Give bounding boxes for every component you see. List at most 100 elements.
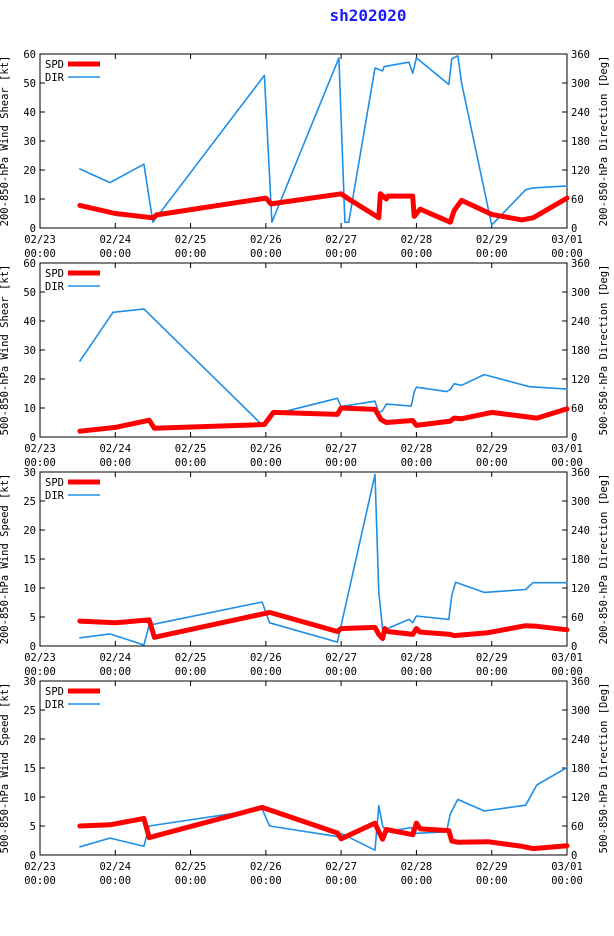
y-tick-label: 10 <box>23 792 36 804</box>
y2-tick-label: 60 <box>571 821 584 833</box>
y-tick-label: 30 <box>23 136 36 148</box>
y2-tick-label: 0 <box>571 850 577 862</box>
x-tick-date-label: 02/26 <box>250 861 282 873</box>
x-tick-date-label: 02/26 <box>250 652 282 664</box>
chart-panel-3: 05101520253006012018024030036002/2300:00… <box>0 467 610 678</box>
legend-label-dir: DIR <box>45 490 65 502</box>
x-tick-date-label: 02/25 <box>175 234 207 246</box>
y2-tick-label: 180 <box>571 554 590 566</box>
y-tick-label: 60 <box>23 258 36 270</box>
x-tick-date-label: 02/27 <box>325 234 357 246</box>
y2-tick-label: 180 <box>571 136 590 148</box>
y2-tick-label: 360 <box>571 676 590 688</box>
series-line-dir <box>79 55 568 226</box>
x-tick-date-label: 02/23 <box>24 234 56 246</box>
legend-label-spd: SPD <box>45 686 64 698</box>
x-tick-date-label: 02/25 <box>175 861 207 873</box>
y-tick-label: 20 <box>23 374 36 386</box>
x-tick-date-label: 02/24 <box>99 443 131 455</box>
x-tick-time-label: 00:00 <box>99 666 131 678</box>
y-tick-label: 10 <box>23 403 36 415</box>
y2-tick-label: 300 <box>571 705 590 717</box>
x-tick-date-label: 03/01 <box>551 443 583 455</box>
x-tick-date-label: 03/01 <box>551 652 583 664</box>
plot-frame <box>39 680 568 856</box>
y2-tick-label: 120 <box>571 792 590 804</box>
x-tick-time-label: 00:00 <box>175 248 207 260</box>
x-tick-date-label: 02/28 <box>401 234 433 246</box>
y-tick-label: 50 <box>23 287 36 299</box>
y-tick-label: 20 <box>23 165 36 177</box>
y2-tick-label: 120 <box>571 165 590 177</box>
x-tick-date-label: 02/28 <box>401 652 433 664</box>
series-line-dir <box>79 308 568 426</box>
legend-label-spd: SPD <box>45 268 64 280</box>
y2-tick-label: 360 <box>571 258 590 270</box>
x-tick-date-label: 03/01 <box>551 861 583 873</box>
x-tick-date-label: 02/24 <box>99 861 131 873</box>
x-tick-date-label: 03/01 <box>551 234 583 246</box>
x-tick-time-label: 00:00 <box>551 666 583 678</box>
y-tick-label: 5 <box>30 612 36 624</box>
y-axis-label: 200-850-hPa Wind Shear [kt] <box>0 56 11 227</box>
x-tick-date-label: 02/27 <box>325 861 357 873</box>
x-tick-time-label: 00:00 <box>401 248 433 260</box>
x-tick-time-label: 00:00 <box>401 875 433 887</box>
x-tick-date-label: 02/28 <box>401 443 433 455</box>
y-tick-label: 0 <box>30 641 36 653</box>
x-tick-time-label: 00:00 <box>401 666 433 678</box>
y-tick-label: 10 <box>23 194 36 206</box>
x-tick-date-label: 02/23 <box>24 652 56 664</box>
series-line-spd <box>77 609 570 641</box>
plot-frame <box>39 53 568 229</box>
y2-tick-label: 300 <box>571 287 590 299</box>
x-tick-time-label: 00:00 <box>250 875 282 887</box>
y2-tick-label: 360 <box>571 49 590 61</box>
y-tick-label: 30 <box>23 345 36 357</box>
x-tick-time-label: 00:00 <box>476 875 508 887</box>
y2-axis-label: 500-850-hPa Direction [Deg] <box>598 265 610 436</box>
y2-axis-label: 200-850-hPa Direction [Deg] <box>598 56 610 227</box>
y-tick-label: 30 <box>23 467 36 479</box>
x-tick-time-label: 00:00 <box>175 666 207 678</box>
y-tick-label: 10 <box>23 583 36 595</box>
chart-panel-2: 0 10 20 30 40 50 60 0 60 120 180 240 300 360 02/23 00:0… <box>0 258 610 469</box>
y2-tick-label: 0 <box>571 641 577 653</box>
y-axis-label: 500-850-hPa Wind Shear [kt] <box>0 265 11 436</box>
y-axis-label: 500-850-hPa Wind Speed [kt] <box>0 683 11 854</box>
y-tick-label: 40 <box>23 316 36 328</box>
y2-tick-label: 60 <box>571 612 584 624</box>
chart-panel-4: 05101520253006012018024030036002/2300:00… <box>0 676 610 887</box>
x-tick-time-label: 00:00 <box>24 457 56 469</box>
x-tick-date-label: 02/23 <box>24 861 56 873</box>
y-tick-label: 40 <box>23 107 36 119</box>
legend-label-dir: DIR <box>45 281 65 293</box>
y2-tick-label: 240 <box>571 316 590 328</box>
series-line-spd <box>77 405 570 434</box>
x-tick-time-label: 00:00 <box>476 457 508 469</box>
x-tick-date-label: 02/25 <box>175 443 207 455</box>
legend-label-spd: SPD <box>45 59 64 71</box>
x-tick-time-label: 00:00 <box>325 248 357 260</box>
y2-tick-label: 360 <box>571 467 590 479</box>
series-line-spd <box>77 191 570 225</box>
x-tick-date-label: 02/28 <box>401 861 433 873</box>
x-tick-time-label: 00:00 <box>551 457 583 469</box>
series-line-dir <box>79 473 568 646</box>
y2-tick-label: 60 <box>571 403 584 415</box>
y2-tick-label: 240 <box>571 525 590 537</box>
y-tick-label: 25 <box>23 705 36 717</box>
x-tick-time-label: 00:00 <box>99 248 131 260</box>
y-tick-label: 20 <box>23 525 36 537</box>
x-tick-time-label: 00:00 <box>325 457 357 469</box>
y-tick-label: 15 <box>23 554 36 566</box>
y2-tick-label: 180 <box>571 763 590 775</box>
page-title: sh202020 <box>329 6 407 25</box>
x-tick-date-label: 02/24 <box>99 652 131 664</box>
x-tick-date-label: 02/23 <box>24 443 56 455</box>
y2-tick-label: 240 <box>571 734 590 746</box>
x-tick-date-label: 02/27 <box>325 443 357 455</box>
y2-tick-label: 60 <box>571 194 584 206</box>
y-tick-label: 60 <box>23 49 36 61</box>
x-tick-time-label: 00:00 <box>476 666 508 678</box>
